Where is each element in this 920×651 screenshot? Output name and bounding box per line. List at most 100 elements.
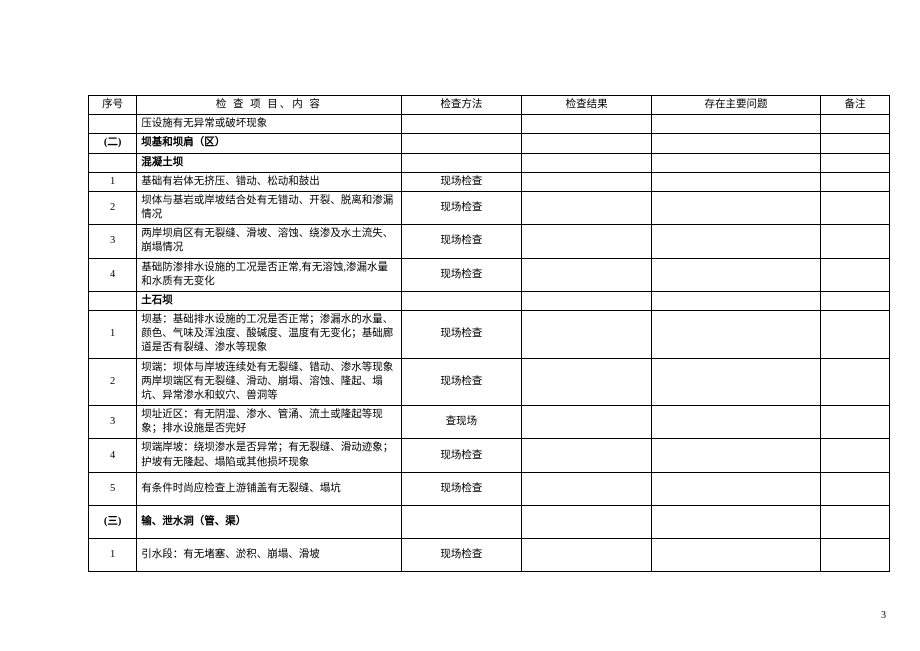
cell-method: 现场检查 [401, 172, 522, 191]
cell-content: 基础有岩体无挤压、错动、松动和鼓出 [137, 172, 401, 191]
cell-method: 现场检查 [401, 538, 522, 571]
cell-content: 有条件时尚应检查上游铺盖有无裂缝、塌坑 [137, 472, 401, 505]
cell-result [522, 358, 652, 406]
cell-note [821, 153, 890, 172]
cell-result [522, 258, 652, 291]
cell-method: 现场检查 [401, 225, 522, 258]
cell-content: 坝端岸坡：绕坝渗水是否异常；有无裂缝、滑动迹象；护坡有无隆起、塌陷或其他损坏现象 [137, 439, 401, 472]
col-header-num: 序号 [89, 96, 137, 115]
page: 序号 检 查 项 目、内 容 检查方法 检查结果 存在主要问题 备注 压设施有无… [0, 0, 920, 651]
cell-result [522, 134, 652, 153]
cell-issue [652, 291, 821, 310]
cell-note [821, 134, 890, 153]
cell-num [89, 153, 137, 172]
cell-note [821, 172, 890, 191]
cell-issue [652, 134, 821, 153]
cell-content: 土石坝 [137, 291, 401, 310]
cell-note [821, 358, 890, 406]
cell-method: 现场检查 [401, 472, 522, 505]
cell-note [821, 258, 890, 291]
cell-content: 坝体与基岩或岸坡结合处有无错动、开裂、脱离和渗漏情况 [137, 191, 401, 224]
cell-note [821, 115, 890, 134]
cell-issue [652, 358, 821, 406]
table-row: (二)坝基和坝肩（区） [89, 134, 890, 153]
cell-num: 4 [89, 439, 137, 472]
cell-method [401, 291, 522, 310]
cell-method: 查现场 [401, 406, 522, 439]
table-row: 2坝端：坝体与岸坡连续处有无裂缝、错动、渗水等现象 两岸坝端区有无裂缝、滑动、崩… [89, 358, 890, 406]
cell-num: 1 [89, 538, 137, 571]
cell-method [401, 115, 522, 134]
table-row: 1基础有岩体无挤压、错动、松动和鼓出现场检查 [89, 172, 890, 191]
table-row: 2坝体与基岩或岸坡结合处有无错动、开裂、脱离和渗漏情况现场检查 [89, 191, 890, 224]
col-header-result: 检查结果 [522, 96, 652, 115]
cell-issue [652, 538, 821, 571]
cell-content: 基础防渗排水设施的工况是否正常,有无溶蚀,渗漏水量和水质有无变化 [137, 258, 401, 291]
cell-method [401, 153, 522, 172]
cell-result [522, 472, 652, 505]
cell-result [522, 291, 652, 310]
cell-result [522, 505, 652, 538]
cell-num [89, 115, 137, 134]
cell-content: 压设施有无异常或破坏现象 [137, 115, 401, 134]
cell-issue [652, 172, 821, 191]
col-header-content: 检 查 项 目、内 容 [137, 96, 401, 115]
cell-note [821, 505, 890, 538]
cell-issue [652, 311, 821, 359]
cell-content: 坝基和坝肩（区） [137, 134, 401, 153]
table-row: 3两岸坝肩区有无裂缝、滑坡、溶蚀、绕渗及水土流失、崩塌情况现场检查 [89, 225, 890, 258]
cell-content: 混凝土坝 [137, 153, 401, 172]
cell-content: 两岸坝肩区有无裂缝、滑坡、溶蚀、绕渗及水土流失、崩塌情况 [137, 225, 401, 258]
table-row: 土石坝 [89, 291, 890, 310]
cell-note [821, 225, 890, 258]
cell-issue [652, 505, 821, 538]
cell-method: 现场检查 [401, 311, 522, 359]
cell-num: (二) [89, 134, 137, 153]
table-row: 混凝土坝 [89, 153, 890, 172]
cell-issue [652, 225, 821, 258]
cell-content: 输、泄水洞（管、渠） [137, 505, 401, 538]
table-row: 4基础防渗排水设施的工况是否正常,有无溶蚀,渗漏水量和水质有无变化现场检查 [89, 258, 890, 291]
cell-note [821, 406, 890, 439]
col-header-issue: 存在主要问题 [652, 96, 821, 115]
cell-note [821, 538, 890, 571]
cell-issue [652, 472, 821, 505]
cell-result [522, 115, 652, 134]
cell-method: 现场检查 [401, 191, 522, 224]
cell-num: (三) [89, 505, 137, 538]
cell-result [522, 153, 652, 172]
cell-method: 现场检查 [401, 358, 522, 406]
cell-num: 1 [89, 172, 137, 191]
cell-issue [652, 439, 821, 472]
cell-num: 4 [89, 258, 137, 291]
cell-result [522, 406, 652, 439]
cell-num: 2 [89, 191, 137, 224]
cell-issue [652, 191, 821, 224]
table-header-row: 序号 检 查 项 目、内 容 检查方法 检查结果 存在主要问题 备注 [89, 96, 890, 115]
col-header-note: 备注 [821, 96, 890, 115]
table-body: 压设施有无异常或破坏现象(二)坝基和坝肩（区）混凝土坝1基础有岩体无挤压、错动、… [89, 115, 890, 572]
cell-note [821, 311, 890, 359]
table-row: 4坝端岸坡：绕坝渗水是否异常；有无裂缝、滑动迹象；护坡有无隆起、塌陷或其他损坏现… [89, 439, 890, 472]
cell-result [522, 439, 652, 472]
cell-note [821, 291, 890, 310]
cell-method [401, 505, 522, 538]
cell-content: 坝基：基础排水设施的工况是否正常；渗漏水的水量、颜色、气味及浑浊度、酸碱度、温度… [137, 311, 401, 359]
inspection-table: 序号 检 查 项 目、内 容 检查方法 检查结果 存在主要问题 备注 压设施有无… [88, 95, 890, 572]
table-row: (三)输、泄水洞（管、渠） [89, 505, 890, 538]
cell-num: 3 [89, 406, 137, 439]
cell-num: 3 [89, 225, 137, 258]
cell-issue [652, 115, 821, 134]
cell-num: 5 [89, 472, 137, 505]
page-number: 3 [881, 610, 886, 621]
col-header-method: 检查方法 [401, 96, 522, 115]
table-row: 压设施有无异常或破坏现象 [89, 115, 890, 134]
cell-result [522, 311, 652, 359]
cell-num: 1 [89, 311, 137, 359]
cell-num: 2 [89, 358, 137, 406]
cell-note [821, 472, 890, 505]
cell-note [821, 191, 890, 224]
cell-issue [652, 406, 821, 439]
cell-result [522, 225, 652, 258]
cell-result [522, 191, 652, 224]
